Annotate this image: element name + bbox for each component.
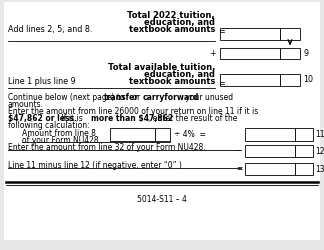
Text: If it is: If it is [59,114,85,123]
Text: of your Form NU428: of your Form NU428 [22,136,98,145]
Bar [245,163,295,175]
Bar [295,145,313,157]
Bar [280,48,300,59]
Bar [220,48,280,59]
Text: Total available tuition,: Total available tuition, [108,63,215,72]
Text: 11: 11 [315,130,324,139]
Text: 9: 9 [303,49,308,58]
Text: ÷ 4%  =: ÷ 4% = [174,130,206,139]
Text: , enter the result of the: , enter the result of the [148,114,237,123]
Bar [295,128,313,141]
Text: =: = [236,164,242,173]
Text: 5014-S11 – 4: 5014-S11 – 4 [137,195,187,204]
Bar [110,128,155,141]
Text: education, and: education, and [144,70,215,79]
Text: $47,862 or less.: $47,862 or less. [8,114,77,123]
Text: +: + [209,49,216,58]
Bar [155,128,170,141]
Text: carryforward: carryforward [143,93,199,102]
Text: textbook amounts: textbook amounts [129,77,215,86]
Text: Continue below (next page) to: Continue below (next page) to [8,93,127,102]
Text: or: or [130,93,143,102]
Text: Total 2022 tuition,: Total 2022 tuition, [127,11,215,20]
Text: amounts.: amounts. [8,100,44,109]
Text: –: – [236,146,240,156]
Text: textbook amounts: textbook amounts [129,25,215,34]
Bar [295,163,313,175]
Text: Line 11 minus line 12 (if negative, enter “0” ): Line 11 minus line 12 (if negative, ente… [8,161,182,170]
Text: Enter the amount from line 26000 of your return on line 11 if it is: Enter the amount from line 26000 of your… [8,107,258,116]
Bar [245,145,295,157]
Text: Line 1 plus line 9: Line 1 plus line 9 [8,77,76,86]
Text: =: = [218,79,225,88]
Text: =: = [218,27,225,36]
Text: Add lines 2, 5, and 8.: Add lines 2, 5, and 8. [8,25,92,34]
Text: your unused: your unused [183,93,233,102]
Bar [220,74,280,86]
Text: more than $47,862: more than $47,862 [91,114,173,123]
Text: Amount from line 8: Amount from line 8 [22,129,96,138]
Text: Enter the amount from line 32 of your Form NU428.: Enter the amount from line 32 of your Fo… [8,143,206,152]
Text: 13: 13 [315,164,324,173]
Text: education, and: education, and [144,18,215,27]
Text: transfer: transfer [103,93,138,102]
Bar [280,74,300,86]
Text: 12: 12 [315,146,324,156]
Bar [220,28,280,40]
Text: following calculation:: following calculation: [8,121,90,130]
Bar [280,28,300,40]
Bar [245,128,295,141]
Text: 10: 10 [303,76,313,84]
